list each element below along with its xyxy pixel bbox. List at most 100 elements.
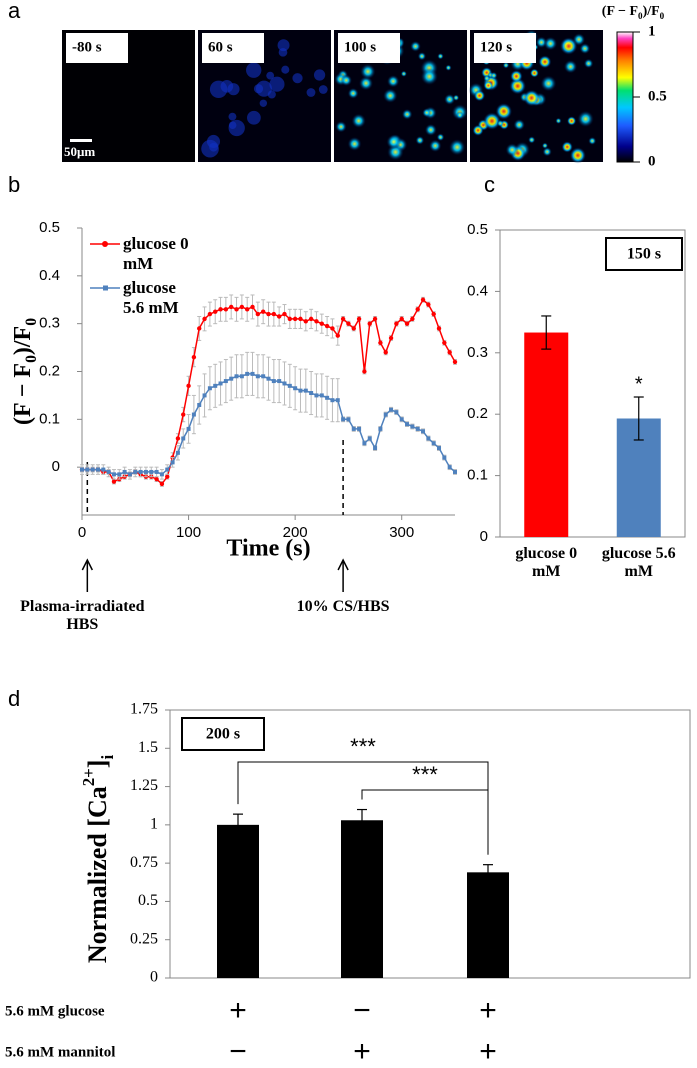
marker — [191, 412, 196, 417]
cell — [360, 63, 376, 80]
panel-label: b — [8, 172, 20, 197]
cell — [529, 68, 539, 78]
marker — [314, 393, 319, 398]
cell — [401, 108, 413, 120]
marker — [101, 467, 106, 472]
bar — [341, 820, 383, 978]
frame-label: 120 s — [480, 39, 512, 55]
condition-value: − — [353, 994, 371, 1027]
cell — [559, 37, 578, 55]
y-tick-label: 0.1 — [39, 410, 60, 427]
marker — [373, 446, 378, 451]
cell — [542, 147, 552, 157]
marker — [426, 436, 431, 441]
marker — [138, 469, 143, 474]
cell — [292, 73, 303, 84]
cell — [247, 110, 261, 125]
marker — [426, 302, 431, 307]
colorbar-title-part: 0 — [660, 11, 665, 21]
event-label: 10% CS/HBS — [296, 598, 390, 615]
frame-label: 60 s — [208, 39, 233, 55]
marker — [437, 446, 442, 451]
event-arrowhead — [337, 558, 349, 571]
marker — [431, 441, 436, 446]
marker — [330, 398, 335, 403]
marker — [186, 383, 191, 389]
cell — [577, 110, 594, 128]
bar — [524, 332, 569, 537]
significance: * — [635, 373, 643, 395]
colorbar-title-part: )/F — [643, 4, 660, 19]
marker — [394, 321, 399, 326]
marker — [85, 467, 90, 472]
marker — [202, 393, 207, 398]
marker — [383, 412, 388, 417]
y-tick-label: 0 — [150, 969, 158, 986]
y-axis-label: Normalized [Ca2+]i — [79, 755, 117, 964]
frame-label-box — [338, 33, 400, 63]
cell — [386, 75, 400, 88]
y-axis-label: (F − F0)/F0 — [10, 318, 41, 425]
marker — [218, 307, 223, 312]
marker — [314, 319, 319, 324]
marker — [122, 469, 127, 474]
cell — [561, 141, 573, 153]
marker — [346, 321, 351, 326]
frame-label: -80 s — [72, 39, 102, 55]
marker — [298, 316, 303, 322]
panel-label: d — [8, 686, 20, 711]
marker — [372, 316, 378, 322]
marker — [186, 426, 191, 431]
cell — [490, 71, 498, 80]
cell — [452, 94, 460, 101]
cell — [259, 99, 268, 107]
y-axis-label-part: (F − F — [10, 363, 36, 425]
marker — [266, 376, 271, 381]
frame-label-box — [202, 33, 264, 63]
marker — [165, 467, 170, 472]
cell — [528, 136, 536, 144]
marker — [154, 469, 159, 474]
colorbar-title-part: (F − F — [602, 4, 638, 19]
marker — [357, 426, 362, 431]
marker — [319, 393, 324, 398]
cell — [306, 88, 316, 97]
frame-label-box — [474, 33, 536, 63]
marker — [250, 371, 255, 376]
marker — [405, 422, 410, 427]
legend-marker — [103, 285, 108, 291]
colorbar-title: (F − F0)/F0 — [602, 4, 665, 21]
cell — [278, 47, 288, 57]
cell — [523, 89, 541, 107]
y-tick-label: 0.3 — [467, 344, 488, 361]
cell — [445, 64, 452, 71]
condition-value: + — [229, 994, 247, 1027]
marker — [378, 426, 383, 431]
condition-label: 5.6 mM mannitol — [5, 1044, 115, 1060]
marker — [330, 326, 335, 331]
marker — [447, 465, 452, 470]
y-axis-label-part: )/F — [10, 326, 36, 355]
annotation-box — [181, 717, 265, 751]
marker — [165, 474, 170, 479]
marker — [447, 350, 452, 355]
marker — [410, 424, 415, 429]
plot-frame — [499, 229, 686, 538]
annotation-box — [605, 237, 683, 271]
cell — [569, 147, 586, 164]
marker — [245, 371, 250, 376]
cell — [266, 71, 275, 80]
y-axis-label-part: 0 — [23, 355, 40, 363]
marker — [117, 472, 122, 477]
marker — [250, 304, 255, 310]
cell — [228, 112, 237, 121]
comparison-label: *** — [350, 734, 376, 759]
marker — [181, 412, 186, 417]
cell — [420, 67, 438, 86]
marker — [197, 402, 202, 407]
comparison-bracket — [361, 789, 489, 855]
frame-label: 100 s — [344, 39, 376, 55]
cell — [473, 89, 486, 102]
cell — [269, 76, 285, 92]
